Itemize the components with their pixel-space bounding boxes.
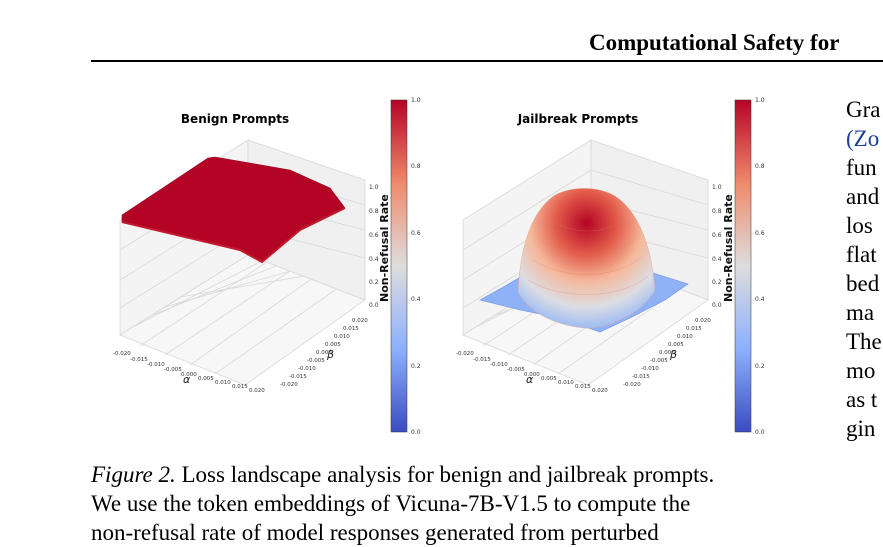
svg-text:-0.015: -0.015 bbox=[289, 374, 307, 380]
svg-text:0.4: 0.4 bbox=[411, 296, 421, 303]
svg-text:0.005: 0.005 bbox=[325, 342, 341, 348]
svg-text:0.0: 0.0 bbox=[712, 302, 722, 309]
svg-text:-0.005: -0.005 bbox=[164, 367, 182, 373]
jailbreak-x-ticks: -0.020 -0.015 -0.010 -0.005 0.000 0.005 … bbox=[456, 351, 608, 394]
svg-text:1.0: 1.0 bbox=[369, 184, 379, 191]
benign-plot-title: Benign Prompts bbox=[181, 112, 289, 126]
citation-link[interactable]: (Zo bbox=[846, 126, 880, 151]
benign-colorbar-ticks: 1.0 0.8 0.6 0.4 0.2 0.0 bbox=[411, 97, 421, 436]
svg-text:0.0: 0.0 bbox=[369, 302, 379, 309]
svg-text:-0.010: -0.010 bbox=[147, 362, 165, 368]
svg-text:-0.010: -0.010 bbox=[298, 366, 316, 372]
svg-text:0.010: 0.010 bbox=[677, 334, 693, 340]
header-rule bbox=[91, 60, 883, 62]
svg-text:0.015: 0.015 bbox=[575, 384, 591, 390]
svg-text:-0.005: -0.005 bbox=[650, 358, 668, 364]
figure-2: Benign Prompts 1.0 0.8 0.6 0.4 0.2 0.0 bbox=[113, 97, 765, 436]
svg-text:0.0: 0.0 bbox=[755, 429, 765, 436]
benign-z-label: Non-Refusal Rate bbox=[378, 194, 391, 302]
benign-y-ticks: 0.020 0.015 0.010 0.005 0.000 -0.005 -0.… bbox=[280, 318, 368, 388]
svg-text:0.6: 0.6 bbox=[712, 232, 722, 239]
svg-text:0.000: 0.000 bbox=[659, 350, 675, 356]
figure-caption: Figure 2. Loss landscape analysis for be… bbox=[91, 460, 806, 547]
svg-text:-0.015: -0.015 bbox=[632, 374, 650, 380]
caption-line-2: We use the token embeddings of Vicuna-7B… bbox=[91, 491, 691, 516]
svg-text:0.4: 0.4 bbox=[369, 256, 379, 263]
svg-text:0.015: 0.015 bbox=[343, 326, 359, 332]
svg-text:0.000: 0.000 bbox=[181, 372, 197, 378]
svg-text:-0.020: -0.020 bbox=[456, 351, 474, 357]
jailbreak-x-label: α bbox=[526, 373, 534, 386]
svg-text:0.6: 0.6 bbox=[369, 232, 379, 239]
svg-text:-0.015: -0.015 bbox=[130, 357, 148, 363]
svg-text:0.020: 0.020 bbox=[592, 388, 608, 394]
svg-text:-0.010: -0.010 bbox=[490, 362, 508, 368]
svg-text:0.000: 0.000 bbox=[524, 372, 540, 378]
svg-text:1.0: 1.0 bbox=[755, 97, 765, 104]
svg-text:-0.020: -0.020 bbox=[280, 382, 298, 388]
benign-plot: Benign Prompts 1.0 0.8 0.6 0.4 0.2 0.0 bbox=[113, 97, 421, 436]
svg-text:0.8: 0.8 bbox=[411, 163, 421, 170]
jailbreak-z-ticks: 1.0 0.8 0.6 0.4 0.2 0.0 bbox=[712, 184, 722, 309]
svg-text:-0.015: -0.015 bbox=[473, 357, 491, 363]
svg-text:0.020: 0.020 bbox=[249, 388, 265, 394]
svg-text:0.020: 0.020 bbox=[695, 318, 711, 324]
caption-line-3: non-refusal rate of model responses gene… bbox=[91, 520, 659, 545]
svg-text:0.010: 0.010 bbox=[334, 334, 350, 340]
svg-text:0.010: 0.010 bbox=[215, 380, 231, 386]
caption-line-1: Figure 2. Loss landscape analysis for be… bbox=[91, 462, 715, 487]
jailbreak-colorbar bbox=[734, 99, 752, 433]
svg-text:0.6: 0.6 bbox=[411, 230, 421, 237]
svg-text:0.000: 0.000 bbox=[316, 350, 332, 356]
svg-text:0.2: 0.2 bbox=[369, 279, 379, 286]
svg-text:0.4: 0.4 bbox=[712, 256, 722, 263]
jailbreak-z-label: Non-Refusal Rate bbox=[722, 194, 735, 302]
svg-text:0.015: 0.015 bbox=[232, 384, 248, 390]
svg-text:1.0: 1.0 bbox=[411, 97, 421, 104]
benign-colorbar bbox=[390, 99, 408, 433]
jailbreak-colorbar-ticks: 1.0 0.8 0.6 0.4 0.2 0.0 bbox=[755, 97, 765, 436]
svg-text:-0.005: -0.005 bbox=[307, 358, 325, 364]
jailbreak-plot-title: Jailbreak Prompts bbox=[517, 112, 639, 126]
svg-text:-0.010: -0.010 bbox=[641, 366, 659, 372]
svg-text:0.8: 0.8 bbox=[755, 163, 765, 170]
svg-text:0.8: 0.8 bbox=[369, 208, 379, 215]
benign-y-label: β bbox=[326, 348, 334, 361]
benign-z-ticks: 1.0 0.8 0.6 0.4 0.2 0.0 bbox=[369, 184, 379, 309]
jailbreak-surface-dome bbox=[517, 188, 656, 329]
svg-text:0.015: 0.015 bbox=[686, 326, 702, 332]
svg-text:0.020: 0.020 bbox=[352, 318, 368, 324]
svg-text:0.005: 0.005 bbox=[541, 376, 557, 382]
right-column-text: Gra (Zo fun and los flat bed ma The mo a… bbox=[846, 97, 882, 441]
svg-text:-0.020: -0.020 bbox=[113, 351, 131, 357]
caption-label: Figure 2. bbox=[91, 462, 176, 487]
svg-text:-0.005: -0.005 bbox=[507, 367, 525, 373]
benign-x-label: α bbox=[183, 373, 191, 386]
svg-text:0.2: 0.2 bbox=[755, 363, 765, 370]
svg-text:0.0: 0.0 bbox=[411, 429, 421, 436]
svg-text:0.005: 0.005 bbox=[198, 376, 214, 382]
svg-text:1.0: 1.0 bbox=[712, 184, 722, 191]
jailbreak-y-label: β bbox=[669, 348, 677, 361]
benign-x-ticks: -0.020 -0.015 -0.010 -0.005 0.000 0.005 … bbox=[113, 351, 265, 394]
jailbreak-y-ticks: 0.020 0.015 0.010 0.005 0.000 -0.005 -0.… bbox=[623, 318, 711, 388]
svg-text:0.2: 0.2 bbox=[712, 279, 722, 286]
svg-text:0.8: 0.8 bbox=[712, 208, 722, 215]
running-header: Computational Safety for bbox=[589, 30, 840, 55]
svg-text:0.6: 0.6 bbox=[755, 230, 765, 237]
svg-text:0.2: 0.2 bbox=[411, 363, 421, 370]
jailbreak-plot: Jailbreak Prompts 1.0 0.8 0.6 bbox=[456, 97, 765, 436]
svg-text:0.010: 0.010 bbox=[558, 380, 574, 386]
svg-text:0.4: 0.4 bbox=[755, 296, 765, 303]
svg-text:0.005: 0.005 bbox=[668, 342, 684, 348]
svg-text:-0.020: -0.020 bbox=[623, 382, 641, 388]
